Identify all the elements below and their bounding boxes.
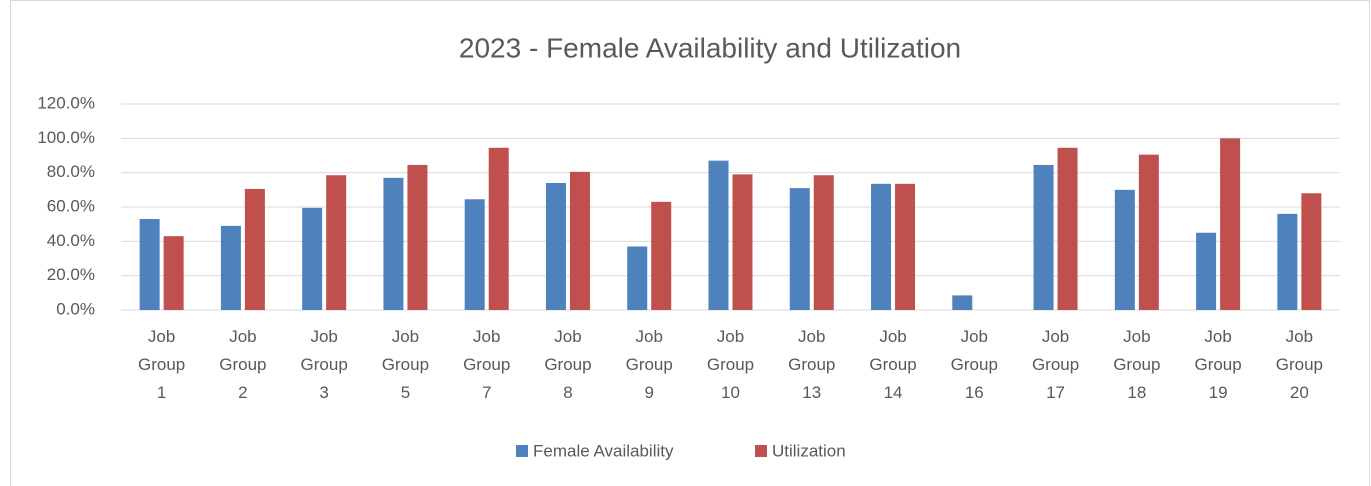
legend-label: Female Availability [533,441,674,460]
bar [383,177,404,310]
bar [326,175,347,310]
y-tick-label: 100.0% [37,128,95,147]
bar [732,174,753,310]
bar [1301,193,1322,310]
y-tick-label: 0.0% [56,299,95,318]
bar [569,171,590,310]
bar [407,164,428,310]
x-tick-label: Job Group 20 [1276,327,1323,402]
bar [1196,232,1217,310]
x-tick-label: Job Group 7 [463,327,510,402]
y-tick-label: 120.0% [37,93,95,112]
x-tick-label: Job Group 2 [219,327,266,402]
bar [1138,154,1159,310]
bar [488,147,509,310]
legend-swatch [755,445,767,457]
bar [244,188,265,310]
x-tick-label: Job Group 13 [788,327,835,402]
x-tick-label: Job Group 8 [544,327,591,402]
chart-frame [10,0,1370,486]
x-tick-label: Job Group 16 [951,327,998,402]
x-tick-label: Job Group 17 [1032,327,1079,402]
y-tick-label: 40.0% [47,231,95,250]
legend-label: Utilization [772,441,846,460]
bar [139,219,160,310]
bar [220,225,241,310]
x-tick-label: Job Group 14 [869,327,916,402]
x-tick-label: Job Group 5 [382,327,429,402]
bar [651,201,672,310]
x-tick-label: Job Group 1 [138,327,185,402]
bar [708,160,729,310]
bar [1057,147,1078,310]
chart-title: 2023 - Female Availability and Utilizati… [459,32,961,63]
bar [464,199,485,310]
bar [627,246,648,310]
bar [789,188,810,310]
y-tick-label: 80.0% [47,162,95,181]
x-tick-label: Job Group 18 [1113,327,1160,402]
bar [895,183,916,310]
bar [1277,213,1298,310]
x-tick-label: Job Group 19 [1194,327,1241,402]
bar [1033,164,1054,310]
x-tick-label: Job Group 10 [707,327,754,402]
y-tick-label: 60.0% [47,196,95,215]
bar [1114,189,1135,310]
legend-swatch [516,445,528,457]
bar [813,175,834,310]
bar [871,183,892,310]
x-tick-label: Job Group 3 [301,327,348,402]
bar [302,207,323,310]
bar [1220,138,1241,310]
x-tick-label: Job Group 9 [626,327,673,402]
bar [545,182,566,310]
bar [163,236,184,310]
y-tick-label: 20.0% [47,265,95,284]
bar [952,295,973,310]
